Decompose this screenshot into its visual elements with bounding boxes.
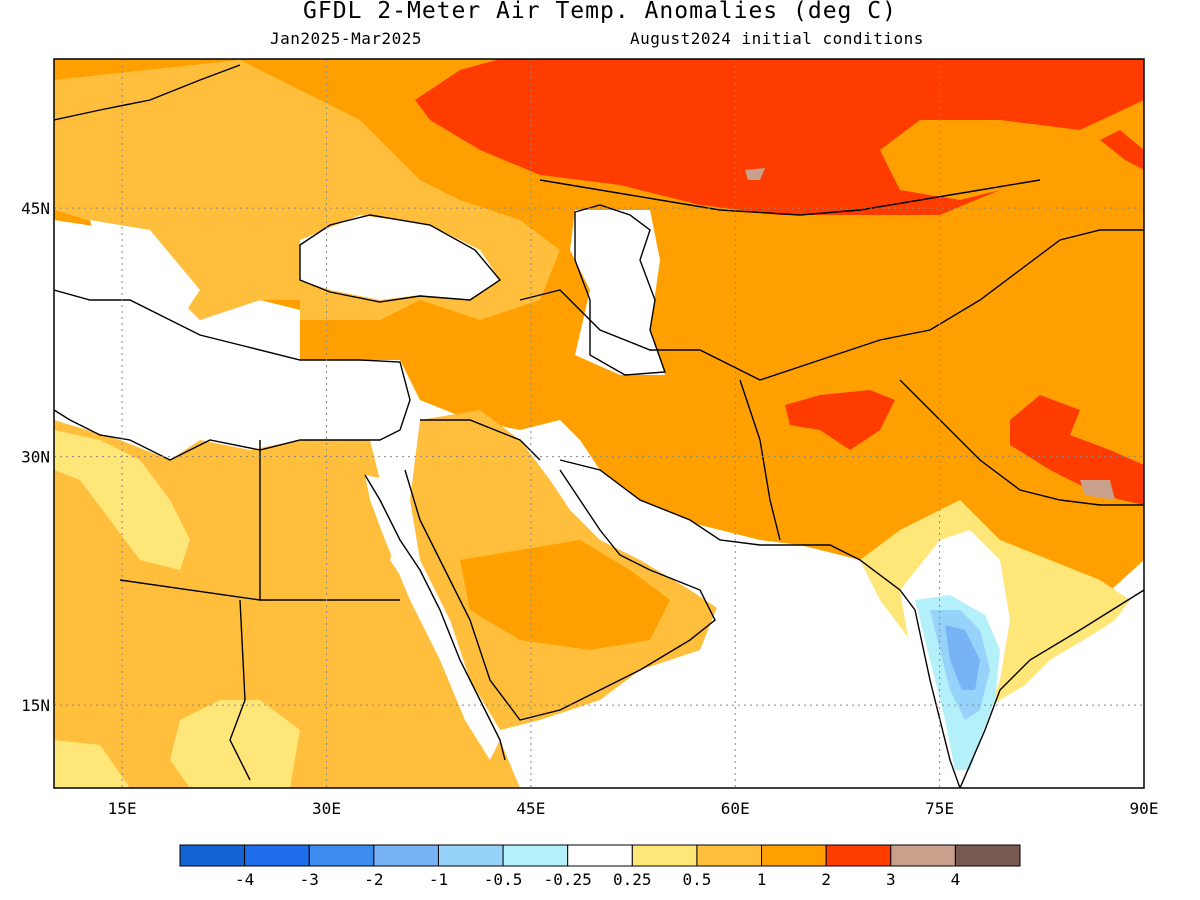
lon-tick-label: 75E bbox=[925, 799, 954, 818]
anomaly-region-3-to-4-a bbox=[1080, 480, 1115, 500]
lat-tick-label: 45N bbox=[21, 199, 50, 218]
legend-label: 0.5 bbox=[682, 870, 711, 889]
lon-tick-label: 90E bbox=[1130, 799, 1159, 818]
legend-label: 0.25 bbox=[613, 870, 652, 889]
map-gridlines bbox=[54, 59, 1144, 788]
anomaly-region-3-to-4-b bbox=[745, 168, 765, 180]
initial-conditions: August2024 initial conditions bbox=[630, 29, 924, 48]
legend-label: 4 bbox=[951, 870, 961, 889]
legend-swatch bbox=[631, 844, 698, 867]
legend-label: -0.5 bbox=[484, 870, 523, 889]
mediterranean-sea bbox=[54, 290, 410, 460]
legend-swatch bbox=[954, 844, 1021, 867]
forecast-period: Jan2025-Mar2025 bbox=[270, 29, 422, 48]
anomaly-region-0.25-to-0.5-b bbox=[170, 700, 300, 788]
axis-ticks: 15E 30E 45E 60E 75E 90E 45N 30N 15N bbox=[21, 199, 1158, 818]
legend-label: -3 bbox=[300, 870, 319, 889]
legend-swatch bbox=[502, 844, 569, 867]
legend-swatch bbox=[437, 844, 504, 867]
anomaly-region-0.25-to-0.5-c bbox=[54, 740, 130, 788]
map-frame bbox=[53, 58, 1145, 789]
legend-swatch bbox=[761, 844, 827, 867]
bay-of-bengal bbox=[990, 600, 1144, 788]
persian-gulf bbox=[560, 460, 700, 545]
lon-tick-label: 60E bbox=[721, 799, 750, 818]
lon-tick-label: 45E bbox=[516, 799, 545, 818]
legend-label: 1 bbox=[757, 870, 767, 889]
legend-label: 2 bbox=[821, 870, 831, 889]
arabian-sea bbox=[560, 560, 940, 788]
legend-swatch bbox=[179, 844, 246, 867]
chart-title: GFDL 2-Meter Air Temp. Anomalies (deg C) bbox=[303, 0, 897, 24]
legend-swatch bbox=[890, 844, 956, 867]
anomaly-region-1-to-2-arabia bbox=[460, 540, 670, 650]
color-legend: -4 -3 -2 -1 -0.5 -0.25 0.25 0.5 1 2 3 4 bbox=[179, 844, 1021, 889]
lon-tick-label: 15E bbox=[108, 799, 137, 818]
anomaly-region-2-to-3-tibet bbox=[1010, 395, 1144, 505]
legend-swatch bbox=[567, 844, 633, 867]
legend-label: -1 bbox=[429, 870, 448, 889]
legend-label: -0.25 bbox=[544, 870, 592, 889]
legend-swatch bbox=[825, 844, 892, 867]
anomaly-region-0.25-to-0.5-a bbox=[54, 430, 190, 570]
adriatic-sea bbox=[90, 220, 200, 320]
anomaly-region-2-to-3-afghan bbox=[785, 390, 895, 450]
anomaly-region-2-to-3-north bbox=[415, 59, 1144, 215]
anomaly-region-2-to-3-ne bbox=[1100, 130, 1144, 170]
red-sea bbox=[365, 475, 500, 760]
caspian-sea bbox=[570, 210, 665, 375]
legend-label: -4 bbox=[235, 870, 254, 889]
anomaly-field bbox=[54, 59, 1144, 788]
lat-tick-label: 15N bbox=[21, 696, 50, 715]
legend-swatch bbox=[373, 844, 439, 867]
lon-tick-label: 30E bbox=[312, 799, 341, 818]
legend-swatch bbox=[696, 844, 763, 867]
lat-tick-label: 30N bbox=[21, 448, 50, 467]
legend-label: -2 bbox=[364, 870, 383, 889]
legend-label: 3 bbox=[886, 870, 896, 889]
anomaly-region-minus-1 bbox=[945, 625, 980, 690]
legend-swatch bbox=[308, 844, 375, 867]
legend-swatch bbox=[244, 844, 310, 867]
